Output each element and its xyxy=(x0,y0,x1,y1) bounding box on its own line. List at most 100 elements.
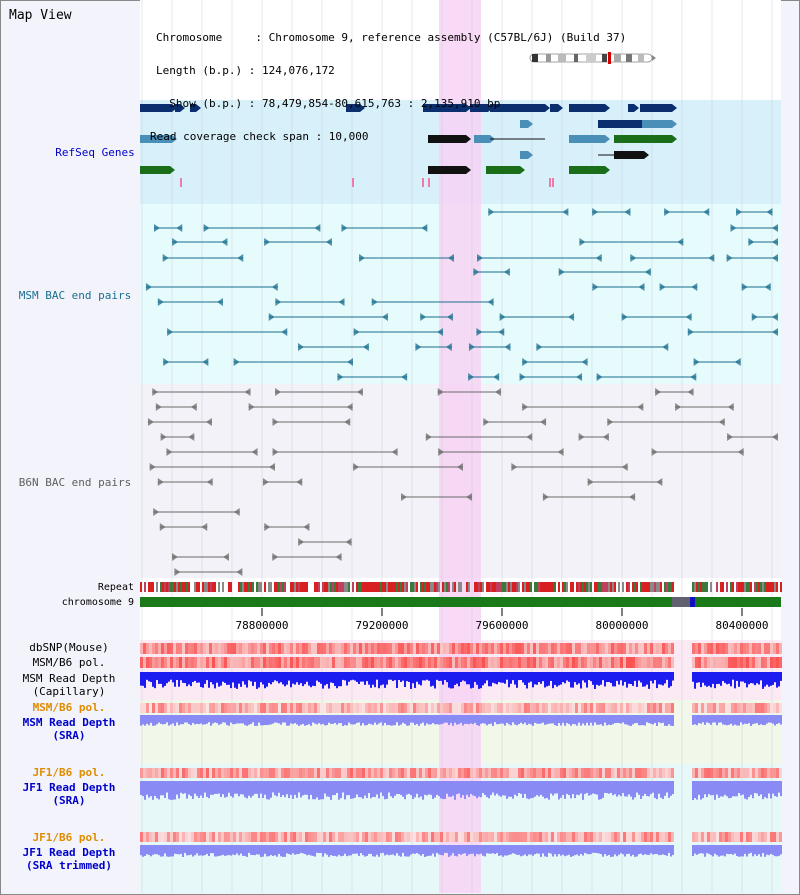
read-depth-bar xyxy=(460,845,462,855)
repeat-element xyxy=(764,582,766,592)
read-depth-bar xyxy=(336,845,338,857)
refseq-gene-strand xyxy=(172,135,177,143)
polymorphism-cell xyxy=(359,657,362,668)
repeat-element xyxy=(246,582,248,592)
read-depth-bar xyxy=(554,845,556,855)
polymorphism-cell xyxy=(629,832,632,842)
polymorphism-cell xyxy=(149,768,152,778)
read-depth-bar xyxy=(562,672,564,683)
read-depth-bar xyxy=(302,845,304,854)
polymorphism-cell xyxy=(341,703,344,713)
read-depth-bar xyxy=(328,781,330,797)
read-depth-bar xyxy=(338,845,340,855)
msm-bac-pair-end xyxy=(595,254,602,262)
read-depth-bar xyxy=(584,715,586,726)
polymorphism-cell xyxy=(737,832,740,842)
polymorphism-cell xyxy=(302,768,305,778)
read-depth-bar xyxy=(256,781,258,794)
polymorphism-cell xyxy=(656,657,659,668)
read-depth-bar xyxy=(594,845,596,853)
read-depth-bar xyxy=(466,672,468,685)
repeat-element xyxy=(490,582,492,592)
read-depth-bar xyxy=(536,715,538,724)
repeat-element xyxy=(772,582,774,592)
read-depth-bar xyxy=(394,781,396,796)
polymorphism-cell xyxy=(482,703,485,713)
repeat-element xyxy=(478,582,480,592)
polymorphism-cell xyxy=(356,768,359,778)
read-depth-bar xyxy=(438,715,440,725)
read-depth-bar xyxy=(458,781,460,794)
read-depth-bar xyxy=(460,781,462,798)
read-depth-bar xyxy=(206,672,208,681)
read-depth-bar xyxy=(580,672,582,689)
read-depth-bar xyxy=(182,845,184,857)
repeat-element xyxy=(250,582,252,592)
polymorphism-cell xyxy=(554,657,557,668)
b6n-bac-pair-end xyxy=(346,403,353,411)
polymorphism-cell xyxy=(623,657,626,668)
polymorphism-cell xyxy=(584,643,587,654)
polymorphism-cell xyxy=(203,703,206,713)
polymorphism-cell xyxy=(491,832,494,842)
read-depth-bar xyxy=(174,715,176,726)
read-depth-bar xyxy=(468,672,470,685)
read-depth-bar xyxy=(554,672,556,685)
polymorphism-cell xyxy=(452,657,455,668)
read-depth-bar xyxy=(596,715,598,725)
polymorphism-cell xyxy=(230,768,233,778)
polymorphism-cell xyxy=(602,703,605,713)
read-depth-bar xyxy=(288,845,290,855)
polymorphism-cell xyxy=(302,643,305,654)
read-depth-bar xyxy=(620,845,622,854)
read-depth-bar xyxy=(496,672,498,685)
polymorphism-cell xyxy=(590,657,593,668)
b6n-bac-pair-end xyxy=(233,508,240,516)
polymorphism-cell xyxy=(545,832,548,842)
read-depth-bar xyxy=(372,715,374,725)
read-depth-bar xyxy=(510,781,512,797)
polymorphism-cell xyxy=(476,643,479,654)
polymorphism-cell xyxy=(296,832,299,842)
polymorphism-cell xyxy=(176,832,179,842)
read-depth-bar xyxy=(696,845,698,855)
repeat-element xyxy=(204,582,206,592)
read-depth-bar xyxy=(452,715,454,726)
read-depth-bar xyxy=(402,672,404,681)
read-depth-bar xyxy=(426,845,428,857)
polymorphism-cell xyxy=(353,643,356,654)
polymorphism-cell xyxy=(590,768,593,778)
read-depth-bar xyxy=(742,781,744,795)
polymorphism-cell xyxy=(728,643,731,654)
read-depth-bar xyxy=(488,845,490,854)
polymorphism-cell xyxy=(188,643,191,654)
read-depth-bar xyxy=(506,672,508,680)
msm-bac-pair-end xyxy=(772,254,778,262)
polymorphism-cell xyxy=(764,643,767,654)
read-depth-bar xyxy=(518,672,520,681)
read-depth-bar xyxy=(342,715,344,726)
polymorphism-cell xyxy=(263,657,266,668)
repeat-element xyxy=(280,582,282,592)
read-depth-bar xyxy=(312,672,314,686)
read-depth-bar xyxy=(276,845,278,857)
jf1-b6-pol-track-label: JF1/B6 pol. xyxy=(2,766,136,779)
read-depth-bar xyxy=(498,845,500,856)
msm-bac-pair-end xyxy=(662,343,669,351)
polymorphism-cell xyxy=(722,643,725,654)
read-depth-bar xyxy=(152,715,154,726)
chromosome-ideogram[interactable] xyxy=(528,52,658,64)
msm-bac-pair-end xyxy=(446,313,453,321)
polymorphism-cell xyxy=(428,832,431,842)
polymorphism-cell xyxy=(287,643,290,654)
repeat-element xyxy=(706,582,708,592)
polymorphism-cell xyxy=(491,643,494,654)
polymorphism-cell xyxy=(344,643,347,654)
b6n-bac-pair-end xyxy=(651,448,658,456)
msm-bac-pair-end xyxy=(264,238,271,246)
polymorphism-cell xyxy=(392,643,395,654)
msm-bac-pair-end xyxy=(562,208,569,216)
read-depth-bar xyxy=(482,845,484,856)
b6n-bac-pair-end xyxy=(557,448,564,456)
